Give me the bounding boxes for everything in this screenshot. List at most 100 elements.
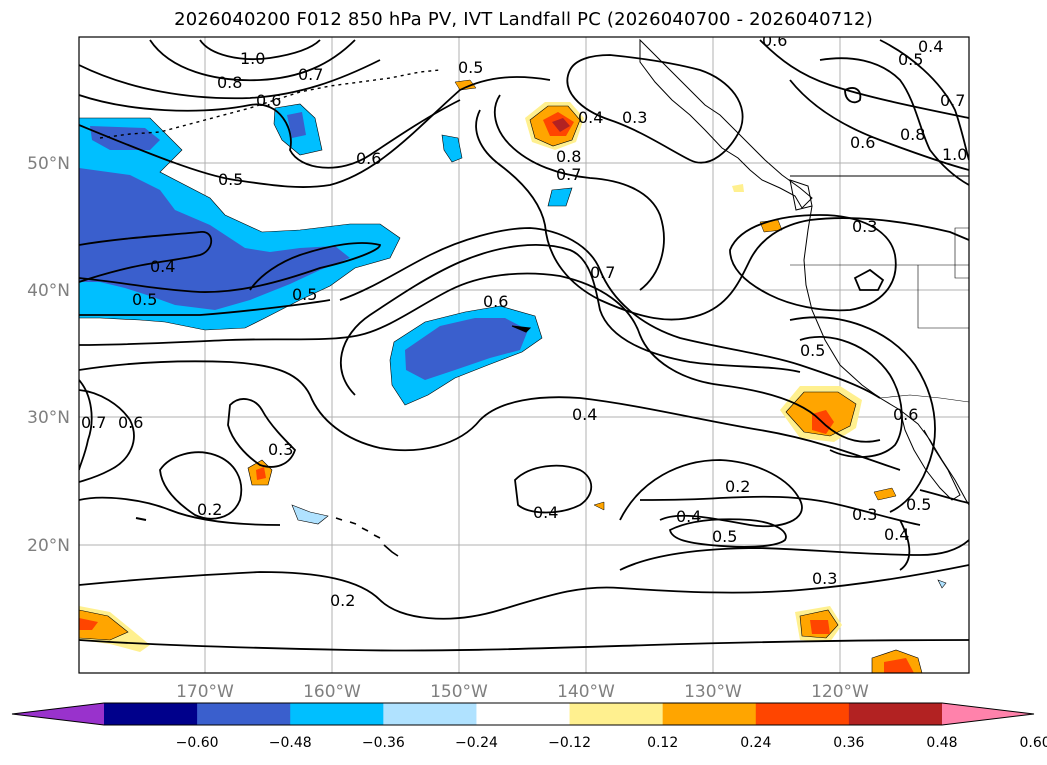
coastlines (99, 38, 969, 557)
colorbar: −0.60 −0.48 −0.36 −0.24 −0.12 0.12 0.24 0.36 0.4… (11, 702, 1047, 751)
colorbar-extend-min (12, 703, 104, 725)
pv-anomaly-west-pos-core (256, 467, 266, 480)
lat-label: 40°N (27, 281, 70, 301)
contour-0.6-main (79, 272, 881, 443)
colorbar-tick-label: 0.60 (1020, 735, 1047, 751)
contour-0.4-ne-small (844, 87, 862, 104)
contour-0.7-main (339, 227, 881, 399)
contour-label: 0.4 (884, 525, 909, 544)
contour-0.3-se (619, 539, 969, 571)
contour-label: 0.3 (812, 569, 837, 588)
contour-label: 0.6 (483, 292, 508, 311)
pv-anomaly-west-small-core (90, 126, 160, 150)
central-pacific-island (511, 325, 532, 333)
contour-0.3-box (853, 268, 885, 291)
contour-0.6-california (799, 336, 903, 458)
contour-label: 0.5 (218, 170, 243, 189)
contour-label: 0.3 (622, 108, 647, 127)
pv-anomaly-small-1 (441, 134, 463, 163)
contour-label: 0.4 (578, 108, 603, 127)
contour-0.4-west (79, 231, 213, 283)
contour-label: 0.3 (852, 505, 877, 524)
pv-anomaly-hawaii (291, 504, 329, 525)
contour-label: 1.0 (942, 145, 967, 164)
alaska-panhandle-coast (639, 38, 813, 209)
contour-label: 0.5 (132, 290, 157, 309)
contour-label: 0.3 (852, 217, 877, 236)
contour-0.2-west (159, 451, 243, 520)
contour-label: 0.5 (458, 58, 483, 77)
west-island (135, 517, 147, 521)
pv-anomaly-west-core (79, 168, 350, 310)
colorbar-outline (11, 702, 1035, 726)
contour-label: 0.4 (676, 507, 701, 526)
lon-label: 140°W (557, 682, 615, 702)
contour-0.2-central-s (619, 459, 803, 528)
lon-label: 150°W (430, 682, 488, 702)
contour-label: 0.8 (217, 73, 242, 92)
contour-label: 0.8 (556, 147, 581, 166)
us-mexico-border (879, 394, 969, 403)
contour-1.0-ne (879, 39, 969, 161)
contour-label: 0.6 (850, 133, 875, 152)
contour-0.7-nw (79, 59, 381, 100)
contour-0.5-west-2 (79, 242, 381, 293)
contour-label: 0.8 (900, 125, 925, 144)
latitude-labels: 50°N 40°N 30°N 20°N (27, 154, 70, 556)
contour-label-group: 1.0 0.8 0.7 0.6 0.5 0.5 0.6 0.4 0.5 0.5 … (81, 37, 967, 610)
colorbar-tick-label: 0.12 (647, 735, 678, 751)
pv-anomaly-south-core (810, 620, 830, 634)
contour-label: 0.7 (590, 263, 615, 282)
state-line-3 (954, 227, 969, 279)
contour-label: 0.5 (712, 527, 737, 546)
lon-label: 120°W (811, 682, 869, 702)
contour-0.3-north-loop (566, 54, 744, 164)
contour-0.7-west-edge (79, 379, 93, 471)
contour-0.4-main (79, 360, 901, 471)
contour-0.4-se-edge (899, 519, 911, 571)
contour-label: 0.5 (906, 495, 931, 514)
colorbar-tick-label: −0.24 (455, 735, 498, 751)
colorbar-tick-label: −0.12 (548, 735, 591, 751)
contour-label: 0.7 (81, 413, 106, 432)
colorbar-tick-label: 0.24 (740, 735, 771, 751)
colorbar-bin (476, 703, 571, 725)
contour-label: 0.4 (150, 257, 175, 276)
contour-0.4-sw-box (79, 496, 281, 526)
contour-0.5-se-loop (668, 518, 787, 548)
pv-anomaly-se-core (884, 658, 914, 673)
contour-label: 0.2 (197, 500, 222, 519)
contour-label: 0.3 (268, 440, 293, 459)
us-west-coast (803, 205, 969, 506)
colorbar-bin (290, 703, 384, 725)
pv-anomaly-tiny-5 (873, 487, 897, 501)
contour-0.2-bottom (79, 639, 969, 652)
contour-0.2-south (79, 564, 969, 620)
contour-0.5-sw (79, 299, 331, 316)
contour-0.3-west (227, 398, 297, 468)
pv-anomaly-small-2 (547, 187, 573, 207)
baja-peninsula (899, 409, 961, 501)
contour-0.6-ne (789, 79, 969, 171)
contour-0.5-california (789, 316, 936, 513)
contour-label: 0.5 (292, 285, 317, 304)
pv-anomaly-north-pos-max (552, 118, 570, 132)
contour-0.6-nw (79, 94, 461, 169)
contour-0.4-north (493, 94, 665, 291)
contour-0.8-ne (819, 57, 969, 186)
contour-0.6-west-edge (79, 389, 135, 483)
contour-label: 0.7 (940, 91, 965, 110)
contour-label: 0.7 (556, 165, 581, 184)
lon-label: 160°W (303, 682, 361, 702)
pv-anomaly-tiny-4 (593, 501, 605, 511)
contour-1.0-nw (199, 39, 321, 60)
contour-label: 0.4 (918, 37, 943, 56)
lat-label: 50°N (27, 154, 70, 174)
lat-label: 30°N (27, 408, 70, 428)
colorbar-tick-label: −0.48 (269, 735, 312, 751)
colorbar-bin (197, 703, 291, 725)
map-area: 1.0 0.8 0.7 0.6 0.5 0.5 0.6 0.4 0.5 0.5 … (79, 37, 969, 673)
contour-label: 0.6 (256, 91, 281, 110)
map-frame (78, 36, 970, 674)
lon-label: 130°W (684, 682, 742, 702)
